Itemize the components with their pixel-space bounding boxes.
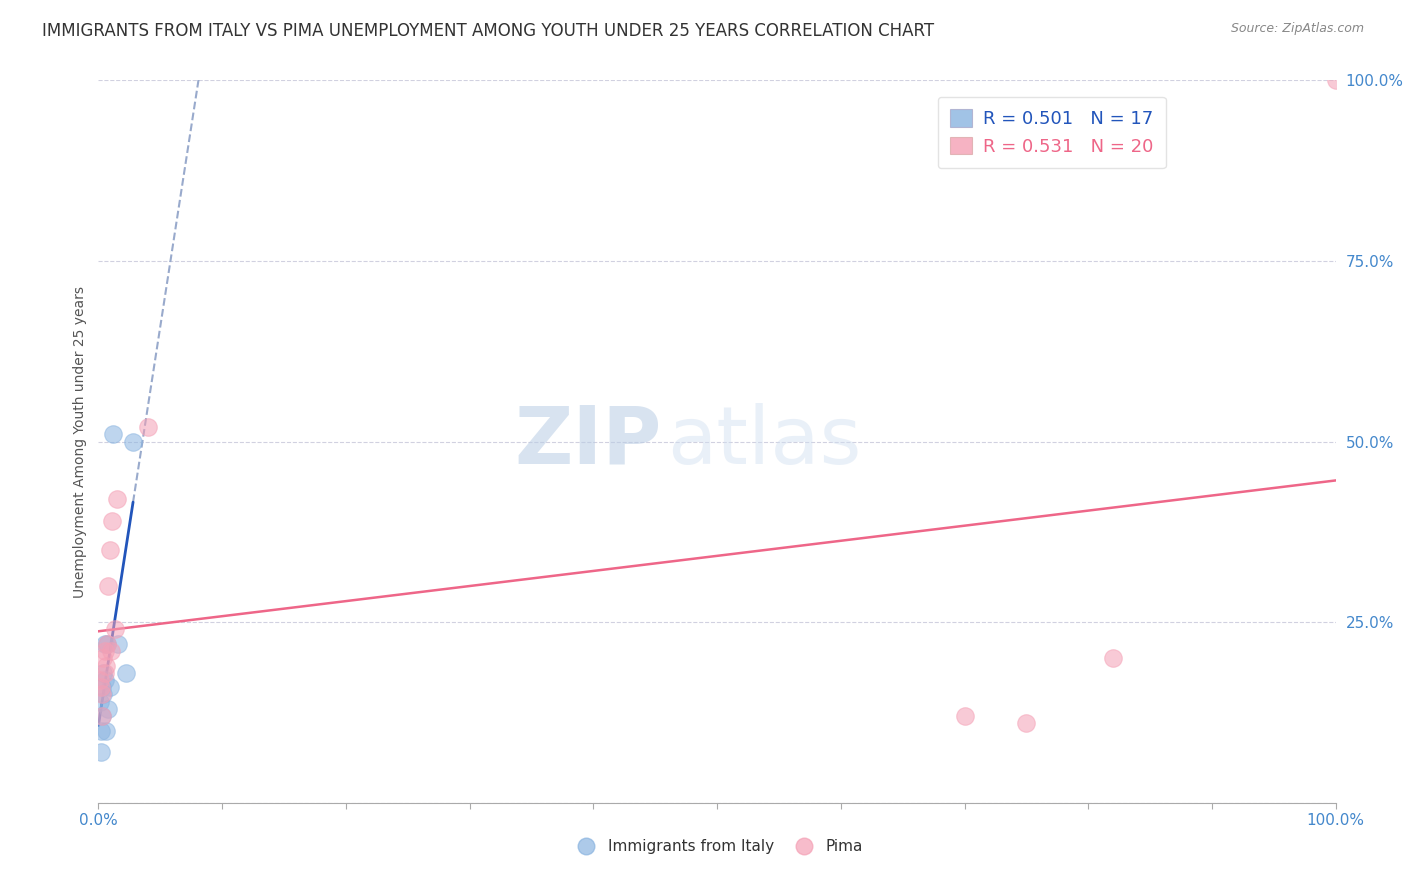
Point: [89, 695, 111, 709]
Point: [103, 427, 125, 442]
Point: [1015, 716, 1038, 731]
Point: [94, 658, 117, 673]
Point: [953, 709, 976, 723]
Point: [90, 723, 112, 738]
Point: [93, 665, 115, 680]
Point: [93, 637, 115, 651]
Point: [91, 680, 114, 694]
Point: [136, 420, 159, 434]
Point: [101, 514, 124, 528]
Point: [93, 644, 115, 658]
Point: [90, 680, 112, 694]
Point: [91, 687, 114, 701]
Y-axis label: Unemployment Among Youth under 25 years: Unemployment Among Youth under 25 years: [73, 285, 87, 598]
Point: [98, 542, 121, 557]
Point: [114, 665, 136, 680]
Point: [97, 702, 120, 716]
Point: [122, 434, 145, 449]
Point: [90, 745, 112, 759]
Point: [96, 637, 118, 651]
Text: IMMIGRANTS FROM ITALY VS PIMA UNEMPLOYMENT AMONG YOUTH UNDER 25 YEARS CORRELATIO: IMMIGRANTS FROM ITALY VS PIMA UNEMPLOYME…: [42, 22, 935, 40]
Point: [105, 492, 128, 507]
Point: [93, 687, 115, 701]
Point: [91, 709, 114, 723]
Point: [98, 680, 121, 694]
Point: [93, 665, 115, 680]
Point: [91, 709, 114, 723]
Point: [103, 623, 125, 637]
Legend: Immigrants from Italy, Pima: Immigrants from Italy, Pima: [565, 833, 869, 860]
Point: [1324, 73, 1347, 87]
Point: [97, 579, 120, 593]
Point: [93, 651, 115, 665]
Point: [107, 637, 129, 651]
Point: [100, 644, 122, 658]
Point: [1102, 651, 1125, 665]
Text: atlas: atlas: [668, 402, 862, 481]
Text: Source: ZipAtlas.com: Source: ZipAtlas.com: [1230, 22, 1364, 36]
Point: [94, 723, 117, 738]
Point: [96, 637, 118, 651]
Point: [89, 673, 111, 687]
Point: [93, 673, 115, 687]
Text: ZIP: ZIP: [515, 402, 661, 481]
